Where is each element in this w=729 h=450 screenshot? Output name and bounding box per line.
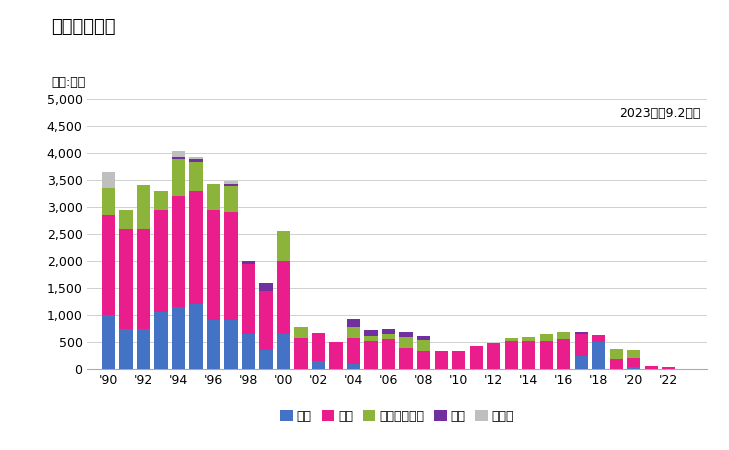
Bar [347,338,360,364]
Bar [102,215,115,315]
Bar [399,337,413,348]
Bar [190,157,203,159]
Bar [155,312,168,369]
Bar [277,334,290,369]
Bar [504,338,518,341]
Bar [190,159,203,162]
Bar [155,210,168,312]
Bar [172,307,185,369]
Bar [102,172,115,188]
Bar [225,184,238,186]
Bar [295,327,308,338]
Bar [627,367,640,369]
Bar [172,196,185,307]
Bar [452,351,465,369]
Bar [225,212,238,320]
Bar [522,337,535,341]
Bar [574,334,588,356]
Bar [469,346,483,369]
Bar [364,330,378,336]
Bar [487,343,500,369]
Bar [137,229,150,328]
Bar [399,332,413,337]
Bar [609,349,623,359]
Bar [364,336,378,341]
Bar [277,231,290,261]
Bar [120,210,133,229]
Bar [382,334,395,339]
Bar [242,264,255,334]
Bar [627,358,640,367]
Bar [557,332,570,339]
Bar [330,342,343,369]
Bar [574,332,588,334]
Bar [574,356,588,369]
Bar [207,320,220,369]
Bar [242,261,255,264]
Bar [260,283,273,291]
Legend: タイ, 韓国, インドネシア, 中国, その他: タイ, 韓国, インドネシア, 中国, その他 [276,405,519,428]
Bar [347,319,360,327]
Bar [102,188,115,215]
Bar [627,350,640,358]
Bar [417,336,430,340]
Bar [312,333,325,361]
Bar [347,327,360,338]
Bar [225,186,238,212]
Bar [644,366,658,369]
Bar [172,157,185,159]
Bar [382,339,395,369]
Bar [172,159,185,196]
Bar [662,367,675,369]
Bar [225,181,238,184]
Bar [539,334,553,341]
Bar [539,341,553,369]
Bar [364,341,378,369]
Bar [137,185,150,229]
Text: 輸出量の推移: 輸出量の推移 [51,18,115,36]
Text: 2023年：9.2トン: 2023年：9.2トン [620,107,701,120]
Bar [225,320,238,369]
Bar [207,184,220,210]
Bar [434,351,448,369]
Bar [592,335,605,342]
Bar [557,339,570,369]
Bar [382,328,395,334]
Bar [137,328,150,369]
Bar [120,328,133,369]
Bar [242,334,255,369]
Bar [190,191,203,304]
Bar [522,341,535,369]
Bar [120,229,133,328]
Bar [609,359,623,369]
Bar [295,338,308,369]
Bar [260,350,273,369]
Bar [504,341,518,369]
Bar [260,291,273,350]
Bar [312,361,325,369]
Bar [190,162,203,191]
Text: 単位:トン: 単位:トン [51,76,85,90]
Bar [190,304,203,369]
Bar [592,342,605,369]
Bar [102,315,115,369]
Bar [347,364,360,369]
Bar [399,348,413,369]
Bar [207,210,220,320]
Bar [155,191,168,210]
Bar [172,151,185,157]
Bar [417,351,430,369]
Bar [277,261,290,334]
Bar [417,340,430,351]
